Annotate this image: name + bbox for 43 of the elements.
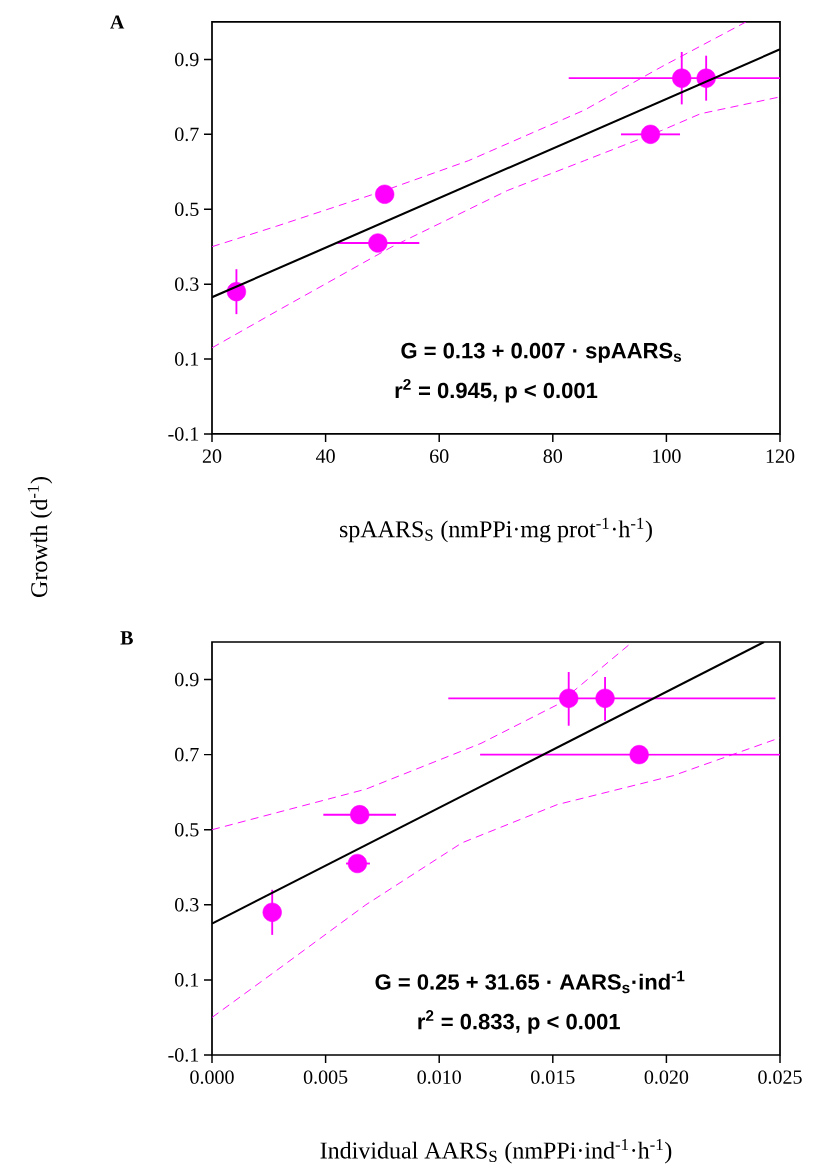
- point: [559, 688, 579, 708]
- y-tick-label: 0.5: [175, 202, 199, 217]
- point: [640, 124, 661, 144]
- point: [262, 902, 282, 922]
- y-tick-label: 0.7: [175, 127, 199, 142]
- y-tick-label: 0.3: [175, 898, 199, 912]
- x-axis-title: Individual AARS$_{S}$ (nmPPi·ind$^{-1}$·h$^{-1}$): [320, 1138, 672, 1164]
- chart-title: A: [110, 15, 125, 29]
- x-tick-label: 40: [316, 449, 335, 463]
- annotation: G = 0.13 + 0.007 · spAARS$_{s}$: [401, 342, 682, 363]
- y-tick-label: 0.5: [175, 822, 199, 837]
- x-tick-label: 0.005: [303, 1070, 348, 1084]
- chart-title: B: [120, 631, 133, 645]
- y-tick-label: 0.3: [175, 277, 199, 291]
- x-tick-label: 0.015: [531, 1070, 575, 1084]
- point: [595, 688, 615, 708]
- point: [375, 184, 395, 204]
- annotation: r$^{2}$ = 0.945, p < 0.001: [395, 378, 598, 403]
- x-tick-label: 0.025: [758, 1070, 802, 1084]
- x-axis-title: spAARS$_{S}$ (nmPPi·mg prot$^{-1}$·h$^{-1}$): [339, 517, 652, 543]
- x-tick-label: 0.000: [190, 1070, 234, 1084]
- x-tick-label: 20: [202, 449, 222, 463]
- point: [350, 805, 370, 825]
- line-series: [212, 21, 747, 248]
- point: [672, 68, 692, 88]
- point: [629, 745, 649, 765]
- x-tick-label: 60: [430, 449, 449, 463]
- annotation: r$^{2}$ = 0.833, p < 0.001: [418, 1010, 620, 1034]
- y-axis-title: Growth (d$^{-1}$): [27, 477, 53, 597]
- x-tick-label: 0.020: [644, 1070, 689, 1084]
- x-tick-label: 120: [766, 449, 795, 463]
- point: [368, 233, 388, 253]
- y-tick-label: 0.9: [175, 52, 199, 67]
- x-tick-label: 100: [653, 449, 681, 463]
- y-tick-label: 0.1: [175, 973, 199, 987]
- x-tick-label: 0.010: [417, 1070, 461, 1084]
- annotation: G = 0.25 + 31.65 · AARS$_{s}$·ind$^{-1}$: [375, 970, 685, 994]
- y-tick-label: 0.9: [175, 672, 199, 687]
- y-tick-label: -0.1: [168, 427, 199, 441]
- y-tick-label: 0.7: [175, 747, 199, 762]
- x-tick-label: 80: [543, 449, 563, 463]
- y-tick-label: 0.1: [175, 352, 199, 366]
- y-tick-label: -0.1: [168, 1048, 199, 1062]
